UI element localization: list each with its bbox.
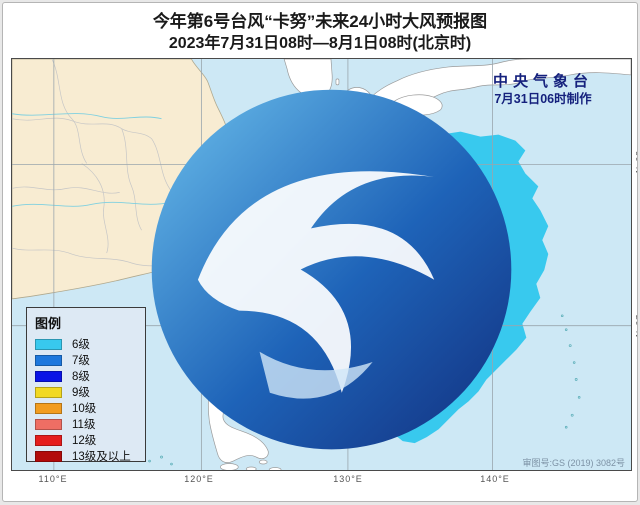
- legend-swatch-level13: [35, 450, 62, 462]
- tsushima-island: [335, 78, 340, 86]
- legend-label-level8: 8级: [72, 371, 90, 383]
- title-block: 今年第6号台风“卡努”未来24小时大风预报图 2023年7月31日08时—8月1…: [3, 11, 637, 54]
- legend-row-level13: 13级及以上: [35, 448, 145, 464]
- lon-tick-120e: 120°E: [184, 474, 214, 484]
- agency-name: 中央气象台: [492, 73, 593, 90]
- legend-row-level8: 8级: [35, 368, 145, 384]
- legend-swatch-level11: [35, 418, 62, 430]
- legend-swatch-level10: [35, 402, 62, 414]
- legend-row-level9: 9级: [35, 384, 145, 400]
- legend-row-level6: 6级: [35, 336, 145, 352]
- legend-row-level10: 10级: [35, 400, 145, 416]
- legend-label-level11: 11级: [72, 419, 96, 431]
- lon-tick-130e: 130°E: [333, 474, 363, 484]
- legend-swatch-level8: [35, 370, 62, 382]
- issue-time: 7月31日06时制作: [494, 92, 592, 106]
- legend-row-level11: 11级: [35, 416, 145, 432]
- legend-swatch-level7: [35, 354, 62, 366]
- lon-tick-110e: 110°E: [38, 474, 68, 484]
- legend-swatch-level9: [35, 386, 62, 398]
- legend-swatch-level12: [35, 434, 62, 446]
- legend-row-level7: 7级: [35, 352, 145, 368]
- legend-box: 图例 6级 7级 8级 9级 10级 11: [26, 307, 146, 464]
- legend-title: 图例: [35, 316, 62, 331]
- legend-row-level12: 12级: [35, 432, 145, 448]
- legend-label-level10: 10级: [72, 403, 97, 415]
- lat-tick-20n: 20°N: [634, 315, 638, 338]
- page-subtitle: 2023年7月31日08时—8月1日08时(北京时): [168, 35, 472, 52]
- legend-label-level13: 13级及以上: [72, 451, 131, 463]
- agency-block: 中央气象台 7月31日06时制作: [493, 73, 593, 107]
- legend-label-level6: 6级: [72, 339, 90, 351]
- map-attribution: 审图号:GS (2019) 3082号: [522, 458, 625, 468]
- legend-label-level12: 12级: [72, 435, 97, 447]
- map-canvas: 中央气象台 7月31日06时制作 图例 6级 7级 8级 9级: [11, 58, 632, 471]
- legend-swatch-level6: [35, 338, 62, 350]
- legend-label-level7: 7级: [72, 355, 90, 367]
- cma-logo-icon: [151, 89, 512, 450]
- page-title: 今年第6号台风“卡努”未来24小时大风预报图: [152, 12, 488, 31]
- lon-tick-140e: 140°E: [480, 474, 510, 484]
- lat-tick-30n: 30°N: [634, 151, 638, 174]
- legend-label-level9: 9级: [72, 387, 90, 399]
